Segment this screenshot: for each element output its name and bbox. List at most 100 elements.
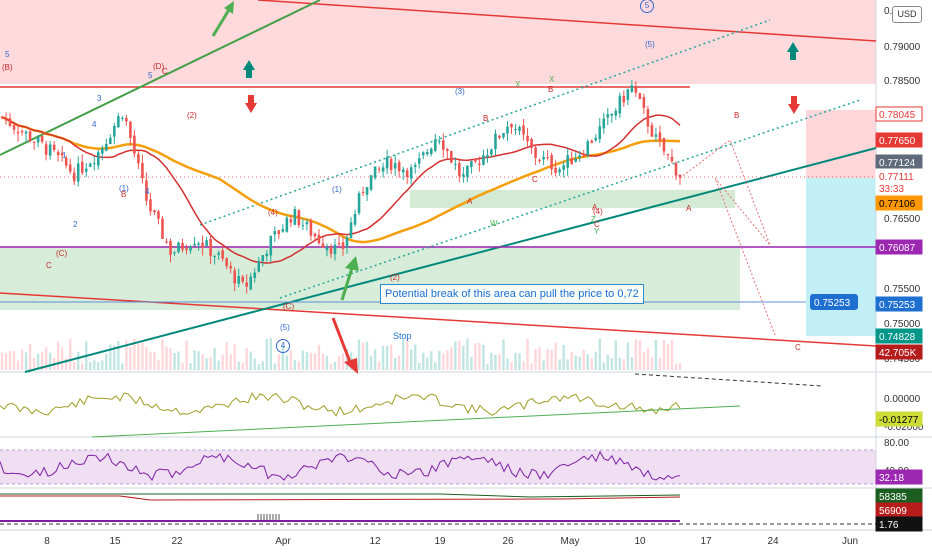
wave-label: X [549, 75, 555, 84]
candle-body [413, 164, 417, 167]
wave-label: C [162, 67, 168, 76]
candle-body [245, 282, 249, 287]
candle-body [438, 140, 441, 142]
candle-body [24, 131, 28, 134]
volume-bar [169, 348, 172, 370]
candle-body [578, 155, 581, 158]
volume-bar [654, 339, 658, 370]
time-axis[interactable]: 8 15 22 Apr 12 19 26 May 10 17 24 Jun [44, 536, 858, 547]
volume-bar [670, 340, 674, 370]
candle-body [229, 265, 232, 269]
wave-label: C [46, 261, 52, 270]
candle-body [550, 155, 553, 170]
candle-body [56, 151, 60, 156]
candle-body [201, 242, 204, 248]
volume-bar [474, 343, 477, 370]
volume-bar [249, 351, 252, 370]
volume-bar [586, 354, 589, 370]
volume-bar [458, 340, 461, 370]
price-tick: 0.75000 [884, 319, 921, 330]
wave-label: 5 [5, 50, 10, 59]
candle-body [369, 175, 373, 190]
osc1-value-badge: -0.01277 [879, 415, 919, 426]
volume-bar [450, 347, 453, 370]
candle-body [658, 132, 662, 141]
volume-bar [97, 362, 100, 370]
candle-body [429, 148, 433, 154]
candle-body [622, 95, 626, 103]
volume-bar [658, 357, 662, 370]
volume-bar [426, 357, 429, 370]
price-badge-bg [875, 180, 923, 196]
volume-bar [177, 351, 180, 370]
candle-body [606, 114, 610, 118]
candle-body [586, 141, 590, 156]
candle-body [309, 220, 313, 236]
volume-bar [253, 358, 256, 370]
volume-bar [534, 349, 537, 370]
volume-bar [117, 341, 120, 370]
time-tick: 10 [634, 536, 646, 547]
volume-bar [486, 363, 489, 370]
osc3-value-badge: 58385 [879, 492, 907, 503]
wave-label: B [548, 85, 553, 94]
time-tick: 17 [700, 536, 712, 547]
price-badge: 42.705K [879, 348, 917, 359]
wave-label: A [467, 197, 473, 206]
candle-body [377, 168, 381, 170]
rsi-value-badge-bg [875, 469, 923, 485]
candle-body [40, 136, 44, 142]
time-tick: 15 [109, 536, 121, 547]
price-badge-bg [875, 195, 923, 211]
volume-bar [12, 351, 16, 370]
volume-bar [245, 348, 248, 370]
red-down-arrow-1 [245, 95, 257, 113]
volume-bar [361, 342, 365, 370]
rsi-line [0, 450, 681, 481]
osc1-tick: 0.00000 [884, 394, 921, 405]
candle-body [113, 125, 116, 137]
oscillator-3-pane [0, 493, 876, 525]
volume-bar [518, 353, 521, 370]
wave-circle-label-top: 5 [640, 0, 654, 13]
channel-upper-dotted [199, 19, 771, 226]
candle-body [173, 252, 176, 254]
wave-label: (C) [56, 249, 67, 258]
rising-green-line [0, 0, 321, 156]
candle-body [357, 193, 361, 214]
candle-body [101, 147, 104, 154]
candle-body [125, 118, 128, 122]
volume-bar [333, 361, 337, 370]
volume-bar [369, 356, 373, 370]
candle-body [594, 137, 598, 141]
volume-bar [56, 341, 60, 370]
candle-body [466, 165, 469, 178]
candle-body [121, 117, 124, 119]
annotation-text-box[interactable]: Potential break of this area can pull th… [380, 284, 644, 304]
volume-bar [482, 344, 485, 370]
currency-badge[interactable]: USD [892, 6, 922, 23]
volume-bar [618, 357, 622, 370]
candle-body [269, 235, 273, 256]
volume-bar [205, 358, 208, 370]
volume-bar [60, 347, 64, 370]
candle-body [325, 247, 329, 251]
candle-body [409, 167, 413, 179]
volume-bar [614, 340, 618, 370]
candle-body [277, 230, 281, 235]
green-up-arrow-1 [243, 60, 255, 78]
candle-body [638, 93, 642, 99]
candle-body [105, 143, 108, 151]
candle-body [425, 151, 429, 155]
volume-bar [285, 355, 289, 370]
volume-bar [93, 360, 96, 370]
candle-body [662, 137, 666, 152]
volume-bar [317, 345, 321, 370]
candle-body [161, 218, 164, 239]
candle-body [84, 168, 88, 172]
osc3-value-badge: 56909 [879, 506, 907, 517]
candle-body [381, 167, 385, 172]
candle-body [97, 152, 100, 166]
candle-body [149, 199, 152, 212]
